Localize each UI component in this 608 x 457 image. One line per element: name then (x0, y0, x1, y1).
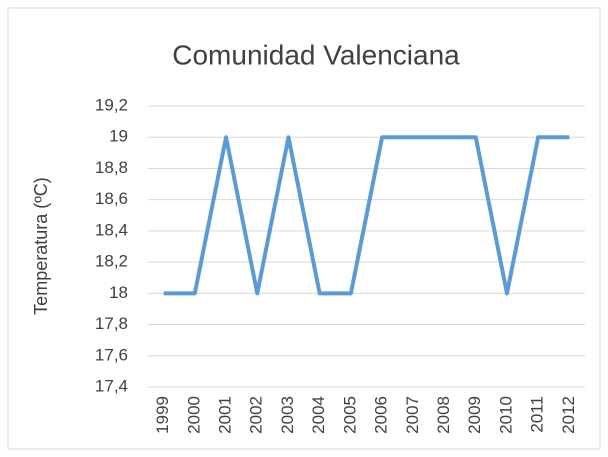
chart-title: Comunidad Valenciana (172, 39, 460, 70)
y-tick-label: 18,8 (95, 158, 128, 177)
y-tick-label: 18,2 (95, 252, 128, 271)
x-tick-label: 2008 (434, 396, 453, 434)
y-tick-label: 18,6 (95, 189, 128, 208)
data-line (163, 135, 570, 296)
y-tick-label: 19,2 (95, 95, 128, 114)
x-tick-label: 2012 (559, 396, 578, 434)
x-tick-label: 2000 (184, 396, 203, 434)
y-tick-label: 17,8 (95, 314, 128, 333)
x-tick-label: 2003 (278, 396, 297, 434)
y-tick-label: 19 (109, 127, 128, 146)
chart-border (7, 7, 601, 450)
y-tick-label: 17,4 (95, 376, 128, 395)
x-tick-label: 2009 (465, 396, 484, 434)
x-tick-label: 1999 (153, 396, 172, 434)
y-tick-label: 18 (109, 283, 128, 302)
x-tick-label: 2005 (340, 396, 359, 434)
y-tick-label: 18,4 (95, 220, 128, 239)
x-tick-label: 2004 (309, 396, 328, 434)
y-axis-label: Temperatura (ºC) (31, 177, 51, 315)
x-tick-label: 2002 (247, 396, 266, 434)
y-tick-label: 17,6 (95, 345, 128, 364)
x-tick-label: 2007 (403, 396, 422, 434)
x-tick-label: 2010 (496, 396, 515, 434)
x-tick-label: 2011 (528, 396, 547, 433)
x-tick-label: 2001 (216, 396, 235, 434)
x-tick-label: 2006 (372, 396, 391, 434)
